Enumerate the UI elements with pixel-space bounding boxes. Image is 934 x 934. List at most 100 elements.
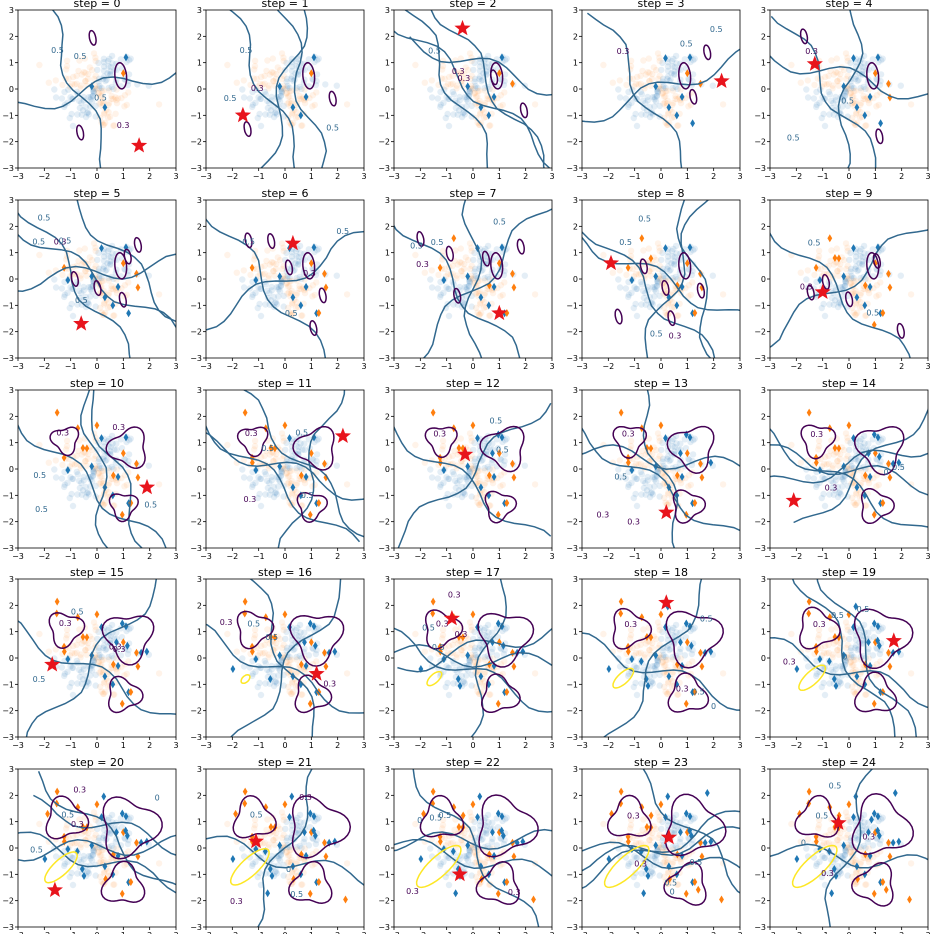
pool-point — [73, 649, 80, 656]
x-tick-label: 1 — [685, 172, 690, 181]
pool-point — [62, 825, 70, 832]
x-tick-label: 3 — [925, 362, 930, 371]
pool-point — [845, 465, 852, 472]
pool-point — [105, 114, 112, 121]
pool-point — [818, 114, 825, 122]
pool-point — [651, 663, 658, 670]
x-tick-label: 1 — [497, 552, 502, 561]
x-tick-label: −3 — [12, 931, 24, 934]
pool-point — [487, 122, 494, 129]
pool-point — [273, 680, 280, 687]
pool-point — [487, 312, 494, 319]
pool-point — [249, 481, 257, 488]
pool-point — [96, 859, 103, 866]
panel-title: step = 4 — [825, 0, 872, 10]
pool-point — [78, 71, 86, 78]
x-tick-label: 3 — [925, 741, 930, 750]
contour-label: 0.5 — [74, 52, 87, 61]
x-tick-label: 0 — [470, 552, 475, 561]
pool-point — [274, 64, 281, 71]
pool-point — [476, 63, 484, 70]
y-tick-label: −3 — [566, 354, 578, 363]
pool-point — [66, 683, 74, 691]
pool-point — [301, 440, 308, 447]
contour-label: 0.5 — [700, 614, 713, 623]
pool-point — [827, 447, 834, 455]
pool-point — [848, 290, 855, 297]
pool-point — [286, 656, 293, 664]
pool-point — [656, 244, 663, 251]
contour-0.5 — [206, 230, 364, 331]
pool-point — [846, 635, 853, 643]
pool-point — [691, 624, 698, 631]
pool-point — [293, 114, 300, 121]
x-tick-label: 0 — [282, 172, 287, 181]
pool-point — [848, 651, 855, 659]
pool-point — [52, 94, 60, 101]
pool-point — [642, 479, 649, 487]
pool-point — [301, 645, 308, 652]
pool-point — [84, 455, 92, 462]
pool-point — [847, 658, 854, 665]
pool-point — [670, 55, 677, 63]
pool-point — [879, 624, 886, 631]
pool-point — [90, 240, 98, 247]
pool-point — [95, 659, 102, 666]
pool-point — [106, 55, 113, 63]
panel-title: step = 16 — [258, 566, 312, 579]
y-tick-label: −2 — [378, 138, 390, 147]
pool-point — [828, 477, 835, 484]
labelled-point — [135, 283, 141, 292]
pool-point — [311, 58, 318, 66]
y-tick-label: −2 — [190, 328, 202, 337]
x-tick-label: 1 — [121, 552, 126, 561]
pool-point — [643, 487, 651, 494]
x-tick-label: −1 — [441, 552, 453, 561]
pool-point — [656, 54, 663, 61]
pool-point — [110, 85, 117, 93]
contour-label: 0.5 — [75, 296, 88, 305]
pool-point — [270, 78, 277, 85]
pool-point — [667, 645, 674, 652]
pool-point — [45, 838, 52, 845]
pool-point — [483, 63, 490, 71]
pool-point — [288, 690, 295, 697]
pool-point — [797, 79, 804, 86]
x-tick-label: 1 — [309, 172, 314, 181]
pool-points — [224, 430, 351, 510]
pool-point — [58, 664, 66, 671]
pool-point — [830, 668, 837, 676]
x-tick-label: 1 — [497, 362, 502, 371]
query-point-star — [334, 427, 351, 443]
pool-point — [476, 87, 483, 95]
pool-point — [264, 247, 271, 254]
pool-point — [875, 58, 882, 66]
pool-point — [75, 447, 82, 455]
labelled-point — [687, 243, 693, 252]
pool-point — [640, 57, 647, 64]
x-tick-label: 3 — [737, 552, 742, 561]
pool-point — [858, 245, 865, 253]
x-tick-label: 3 — [173, 931, 178, 934]
labelled-point — [99, 623, 104, 632]
pool-point — [266, 491, 273, 498]
pool-point — [284, 82, 291, 90]
pool-point — [268, 283, 275, 291]
contour-label: 0.3 — [805, 47, 818, 56]
y-tick-label: 1 — [385, 628, 390, 637]
pool-point — [622, 475, 630, 482]
contour-label: 0.5 — [692, 688, 705, 697]
pool-point — [668, 247, 676, 255]
labelled-point — [123, 53, 129, 62]
pool-point — [654, 240, 662, 247]
pool-point — [121, 672, 128, 679]
y-tick-label: −3 — [754, 164, 766, 173]
pool-point — [474, 87, 481, 95]
pool-point — [689, 261, 697, 268]
query-point-star — [44, 656, 61, 672]
pool-point — [640, 666, 647, 673]
contour-0.5 — [770, 231, 911, 358]
pool-point — [82, 646, 89, 654]
contour-0.3 — [661, 279, 670, 296]
pool-point — [829, 465, 836, 472]
